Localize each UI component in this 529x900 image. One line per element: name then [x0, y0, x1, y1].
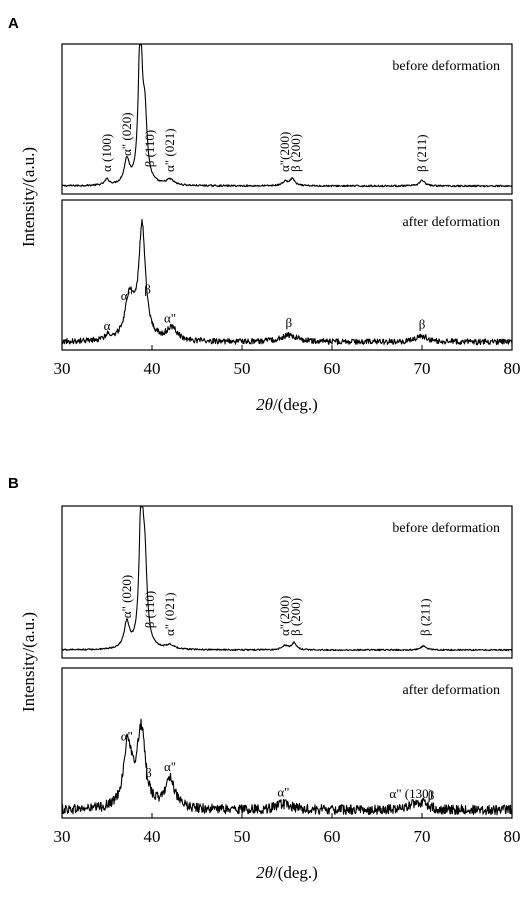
xrd-pattern-line	[61, 718, 513, 816]
peak-annotation: β	[144, 281, 151, 296]
peak-annotation: α"	[164, 759, 176, 774]
plot-frame	[61, 199, 513, 351]
subplot-before: before deformation α (100) α" (020) β (110)…	[61, 43, 513, 195]
plot-frame	[61, 43, 513, 195]
x-tick-label: 60	[324, 359, 341, 378]
subplot-label: before deformation	[392, 521, 500, 536]
x-tick-label: 70	[414, 827, 431, 846]
x-axis-label-theta: 2θ	[256, 395, 273, 414]
peak-annotation: α	[104, 318, 111, 333]
peak-annotation: β (200)	[288, 598, 303, 636]
peak-annotation: β (211)	[418, 598, 433, 636]
subplot-label: before deformation	[392, 59, 500, 74]
subplot-before: before deformation α" (020) β (110) α" (021…	[61, 505, 513, 659]
peak-annotation: α (100)	[99, 134, 114, 172]
subplot-label: after deformation	[402, 683, 500, 698]
y-axis-label: Intensity/(a.u.)	[19, 612, 38, 712]
subplot-after: after deformation α α" β α" β β	[61, 199, 513, 351]
peak-annotation: β	[428, 788, 435, 803]
x-axis-label-unit: /(deg.)	[273, 863, 318, 882]
xrd-pattern-line	[61, 506, 513, 652]
peak-annotation: α" (020)	[119, 112, 134, 156]
x-tick-label: 40	[144, 359, 161, 378]
peak-annotation: β (110)	[142, 130, 157, 168]
x-tick-label: 70	[414, 359, 431, 378]
peak-annotation: β (211)	[414, 134, 429, 172]
peak-annotation: β	[285, 315, 292, 330]
peak-annotation: α" (130)	[389, 786, 433, 801]
plot-frame	[61, 667, 513, 819]
peak-annotation: α"(200)	[277, 596, 292, 636]
x-axis-label-theta: 2θ	[256, 863, 273, 882]
panel-letter: B	[8, 475, 19, 492]
peak-annotation: α"	[121, 288, 133, 303]
plot-frame	[61, 505, 513, 659]
y-axis-label: Intensity/(a.u.)	[19, 147, 38, 247]
x-axis-label-unit: /(deg.)	[273, 395, 318, 414]
peak-annotation: α"	[121, 729, 133, 744]
peak-annotation: α"(200)	[277, 132, 292, 172]
x-axis-label: 2θ/(deg.)	[256, 395, 318, 414]
x-tick-label: 80	[504, 359, 521, 378]
peak-annotation: β	[145, 765, 152, 780]
peak-annotation: α" (020)	[119, 575, 134, 619]
x-tick-label: 80	[504, 827, 521, 846]
peak-annotation: β	[419, 316, 426, 331]
peak-annotation: β (110)	[142, 591, 157, 629]
x-tick-label: 50	[234, 827, 251, 846]
x-tick-label: 50	[234, 359, 251, 378]
x-axis-label: 2θ/(deg.)	[256, 863, 318, 882]
panel-letter: A	[8, 15, 19, 32]
x-tick-label: 40	[144, 827, 161, 846]
xrd-pattern-line	[61, 44, 513, 188]
x-tick-label: 30	[54, 827, 71, 846]
subplot-label: after deformation	[402, 215, 500, 230]
peak-annotation: α"	[164, 310, 176, 325]
peak-annotation: α"	[277, 784, 289, 799]
x-tick-label: 30	[54, 359, 71, 378]
peak-annotation: α" (021)	[162, 128, 177, 172]
x-tick-label: 60	[324, 827, 341, 846]
peak-annotation: α" (021)	[162, 592, 177, 636]
xrd-pattern-line	[61, 218, 513, 346]
peak-annotation: β (200)	[288, 134, 303, 172]
